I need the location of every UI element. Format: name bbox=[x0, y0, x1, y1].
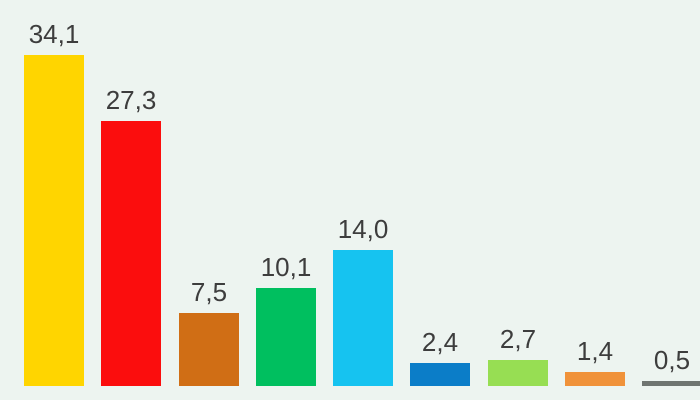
bar bbox=[333, 250, 393, 386]
bar-value-label: 27,3 bbox=[105, 85, 157, 115]
bar bbox=[642, 381, 700, 386]
bar-value-label: 2,7 bbox=[499, 324, 537, 354]
bar bbox=[101, 121, 161, 386]
bar bbox=[179, 313, 239, 386]
bar-value-label: 10,1 bbox=[260, 252, 312, 282]
bar-value-label: 14,0 bbox=[337, 214, 389, 244]
bar bbox=[24, 55, 84, 386]
bar-value-label: 34,1 bbox=[28, 19, 80, 49]
bar-value-label: 0,5 bbox=[653, 345, 691, 375]
bar-value-label: 2,4 bbox=[421, 327, 459, 357]
bar bbox=[488, 360, 548, 386]
bar bbox=[410, 363, 470, 386]
bar-value-label: 1,4 bbox=[576, 336, 614, 366]
bar bbox=[565, 372, 625, 386]
bar bbox=[256, 288, 316, 386]
bar-value-label: 7,5 bbox=[190, 277, 228, 307]
